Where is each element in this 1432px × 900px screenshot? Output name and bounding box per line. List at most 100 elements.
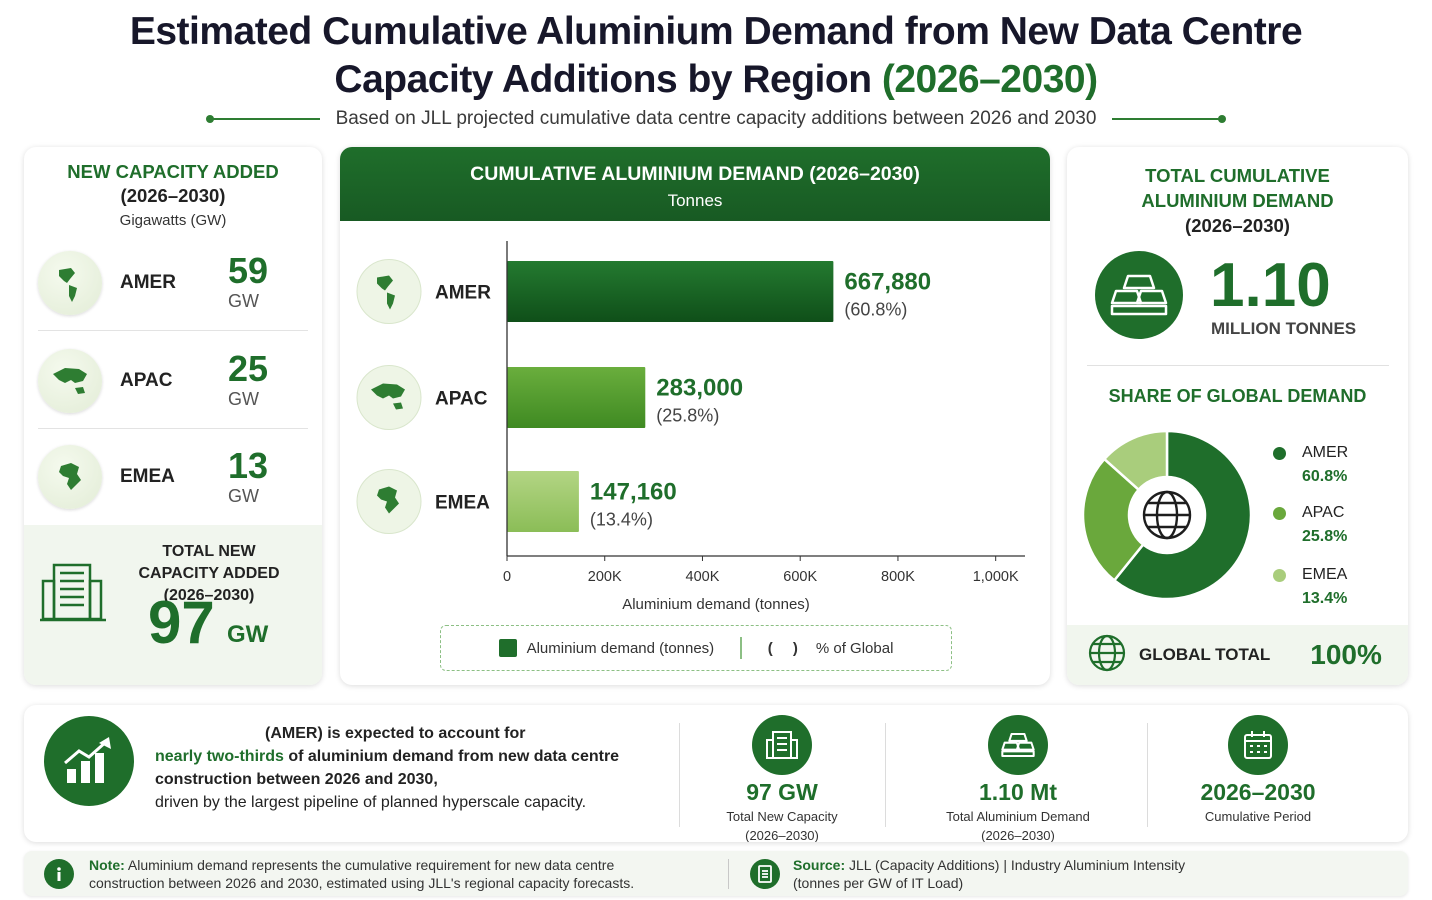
bar-percent-label: (25.8%) [656, 406, 719, 426]
donut-legend-amer: AMER 60.8% [1273, 441, 1348, 489]
divider [885, 723, 886, 827]
globe-icon [1142, 490, 1192, 540]
page-subtitle: Based on JLL projected cumulative data c… [335, 108, 1097, 129]
capacity-unit: GW [228, 291, 259, 311]
legend-percent-label: % of Global [815, 639, 894, 657]
globe-icon [356, 259, 422, 324]
legend-percent: 13.4% [1302, 590, 1348, 607]
legend-series-label: Aluminium demand (tonnes) [526, 639, 715, 657]
total-demand-header: TOTAL CUMULATIVE ALUMINIUM DEMAND (2026–… [1067, 163, 1408, 238]
legend-parens: ( ) [767, 639, 806, 657]
capacity-unit: GW [228, 485, 259, 506]
legend-region: APAC [1302, 504, 1345, 521]
globe-asia-icon [38, 348, 102, 413]
stat-label: Total New Capacity [726, 809, 838, 824]
x-tick-label: 400K [686, 569, 720, 585]
capacity-total-unit: GW [227, 621, 269, 648]
capacity-unit: GW [228, 389, 259, 409]
total-demand-unit: MILLION TONNES [1211, 319, 1357, 338]
capacity-card-period: (2026–2030) [120, 185, 226, 206]
capacity-region-value: 13 GW [228, 444, 269, 507]
stat-value: 1.10 Mt [979, 779, 1057, 805]
note-text: Note: Aluminium demand represents the cu… [89, 856, 634, 892]
capacity-card-header: NEW CAPACITY ADDED (2026–2030) Gigawatts… [24, 161, 322, 229]
divider [728, 859, 729, 889]
bar-value-label: 283,000 [656, 375, 743, 402]
capacity-number: 59 [228, 250, 269, 291]
note-label: Note: [89, 857, 125, 873]
bar-apac [507, 367, 646, 428]
capacity-number: 13 [228, 444, 269, 486]
global-total-panel: GLOBAL TOTAL 100% [1067, 625, 1408, 685]
stat-total-demand: 1.10 Mt Total Aluminium Demand (2026–203… [908, 715, 1128, 842]
capacity-region-name: APAC [120, 369, 173, 391]
chart-legend: Aluminium demand (tonnes) ( ) % of Globa… [440, 625, 952, 671]
ingots-icon [988, 715, 1048, 775]
capacity-region-value: 25 GW [228, 351, 268, 410]
source-label: Source: [793, 857, 846, 873]
capacity-card: NEW CAPACITY ADDED (2026–2030) Gigawatts… [24, 147, 322, 685]
title-line-1: Estimated Cumulative Aluminium Demand fr… [129, 10, 1303, 53]
legend-dot [1273, 447, 1286, 460]
subtitle-rule-left [205, 115, 320, 123]
stat-sublabel: (2026–2030) [981, 828, 1055, 842]
legend-dot [1273, 507, 1286, 520]
stat-total-capacity: 97 GW Total New Capacity (2026–2030) [672, 715, 892, 842]
donut-slice-apac [1081, 457, 1145, 583]
source-text: Source: JLL (Capacity Additions) | Indus… [793, 856, 1185, 892]
demand-chart-header: CUMULATIVE ALUMINIUM DEMAND (2026–2030) … [340, 147, 1050, 221]
stat-sublabel: (2026–2030) [745, 828, 819, 842]
capacity-total-value: 97 [148, 589, 215, 656]
x-axis-label: Aluminium demand (tonnes) [622, 596, 810, 613]
insight-part-4: construction between 2026 and 2030, [155, 771, 438, 788]
bar-value-label: 667,880 [844, 269, 931, 296]
capacity-region-name: EMEA [120, 466, 175, 487]
capacity-card-unit: Gigawatts (GW) [119, 212, 227, 229]
insight-card: (AMER) is expected to account for nearly… [24, 705, 1408, 842]
continent-shape [377, 275, 395, 310]
x-tick-label: 0 [503, 569, 511, 585]
total-heading-1: TOTAL CUMULATIVE [1145, 165, 1330, 186]
page-title: Estimated Cumulative Aluminium Demand fr… [0, 8, 1432, 104]
total-demand-card: TOTAL CUMULATIVE ALUMINIUM DEMAND (2026–… [1067, 147, 1408, 685]
x-tick-label: 800K [881, 569, 915, 585]
stat-label: Total Aluminium Demand [946, 809, 1090, 824]
info-icon [44, 859, 74, 889]
globe-americas-icon [38, 250, 102, 315]
capacity-number: 25 [228, 348, 269, 389]
subtitle-rule-right [1112, 115, 1227, 123]
title-period: (2026–2030) [881, 58, 1098, 101]
x-tick-label: 1,000K [973, 569, 1019, 585]
capacity-total-label: TOTAL NEW CAPACITY ADDED (2026–2030) [138, 543, 280, 604]
legend-dot [1273, 569, 1286, 582]
global-total-label: GLOBAL TOTAL [1139, 645, 1271, 664]
stat-period: 2026–2030 Cumulative Period [1148, 715, 1368, 825]
total-heading-3: (2026–2030) [1185, 215, 1290, 236]
divider [1147, 723, 1148, 827]
bar-emea [507, 471, 579, 532]
legend-region: EMEA [1302, 566, 1348, 583]
globe-icon [1087, 633, 1127, 678]
subtitle-row: Based on JLL projected cumulative data c… [0, 106, 1432, 132]
source-line-2: (tonnes per GW of IT Load) [793, 875, 964, 891]
building-icon [752, 715, 812, 775]
legend-region: AMER [1302, 444, 1349, 461]
stat-label: Cumulative Period [1204, 809, 1312, 824]
document-icon [750, 859, 780, 889]
note-line-2: construction between 2026 and 2030, esti… [89, 875, 635, 891]
globe-parallels [1148, 501, 1186, 529]
bar-category-label: EMEA [435, 493, 490, 514]
capacity-region-value: 59 GW [228, 253, 268, 312]
insight-part-5: driven by the largest pipeline of planne… [155, 794, 587, 811]
donut-slice-amer [1112, 429, 1253, 601]
footer-note-bar: Note: Aluminium demand represents the cu… [24, 851, 1408, 896]
bar-chart: AMER 667,880 (60.8%) APAC 283,000 (25.8%) EMEA… [356, 241, 1025, 613]
building-icon [40, 559, 106, 630]
bar-percent-label: (60.8%) [844, 300, 907, 320]
x-tick-label: 600K [783, 569, 817, 585]
globe-icon [356, 365, 422, 430]
divider [679, 723, 680, 827]
insight-text: (AMER) is expected to account for nearly… [155, 722, 675, 814]
bar-amer [507, 261, 834, 322]
title-line-2: Capacity Additions by Region (2026–2030) [0, 56, 1432, 104]
